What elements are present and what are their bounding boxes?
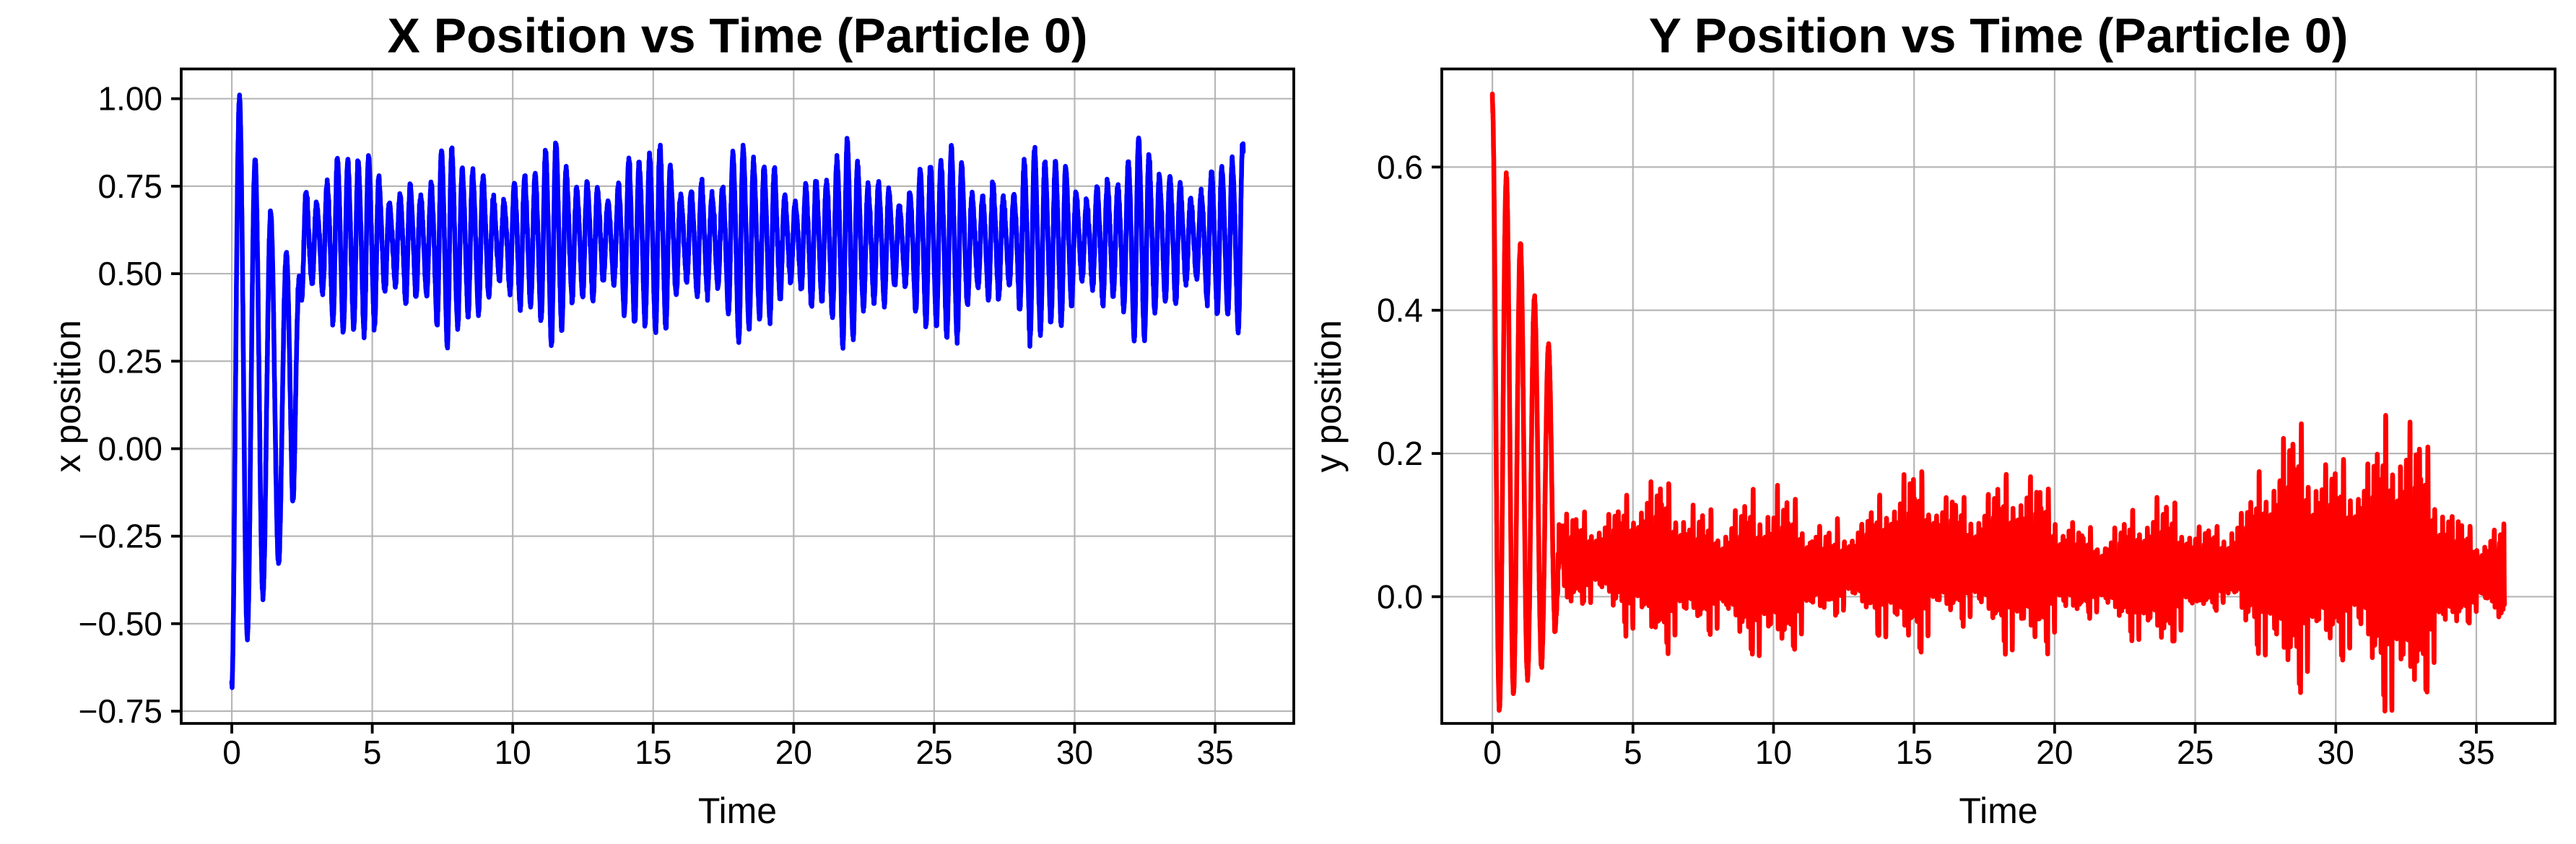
svg-text:10: 10 xyxy=(495,734,531,771)
svg-text:0: 0 xyxy=(222,734,241,771)
svg-text:−0.75: −0.75 xyxy=(79,692,162,730)
svg-text:0: 0 xyxy=(1483,734,1502,771)
svg-text:5: 5 xyxy=(1624,734,1642,771)
svg-text:0.25: 0.25 xyxy=(97,342,162,380)
svg-text:0.50: 0.50 xyxy=(97,255,162,292)
svg-text:20: 20 xyxy=(775,734,812,771)
svg-text:1.00: 1.00 xyxy=(97,80,162,118)
svg-text:20: 20 xyxy=(2036,734,2073,771)
svg-text:30: 30 xyxy=(2318,734,2354,771)
svg-text:30: 30 xyxy=(1056,734,1093,771)
svg-text:35: 35 xyxy=(2458,734,2494,771)
svg-text:15: 15 xyxy=(635,734,671,771)
svg-text:0.00: 0.00 xyxy=(97,430,162,467)
svg-text:0.0: 0.0 xyxy=(1377,578,1423,615)
svg-text:Time: Time xyxy=(698,791,777,831)
svg-text:10: 10 xyxy=(1755,734,1792,771)
svg-text:0.2: 0.2 xyxy=(1377,435,1423,472)
svg-text:15: 15 xyxy=(1896,734,1933,771)
svg-text:x position: x position xyxy=(48,320,88,472)
svg-text:−0.25: −0.25 xyxy=(79,518,162,555)
svg-text:25: 25 xyxy=(2177,734,2214,771)
svg-text:25: 25 xyxy=(915,734,952,771)
svg-text:0.6: 0.6 xyxy=(1377,148,1423,186)
svg-text:y position: y position xyxy=(1308,320,1349,472)
svg-text:5: 5 xyxy=(363,734,382,771)
svg-text:0.4: 0.4 xyxy=(1377,292,1423,329)
svg-text:X Position vs Time (Particle 0: X Position vs Time (Particle 0) xyxy=(388,9,1088,64)
svg-text:0.75: 0.75 xyxy=(97,168,162,205)
svg-text:Y Position vs Time (Particle 0: Y Position vs Time (Particle 0) xyxy=(1649,9,2349,64)
svg-text:35: 35 xyxy=(1196,734,1233,771)
svg-text:Time: Time xyxy=(1959,791,2037,831)
svg-text:−0.50: −0.50 xyxy=(79,605,162,643)
